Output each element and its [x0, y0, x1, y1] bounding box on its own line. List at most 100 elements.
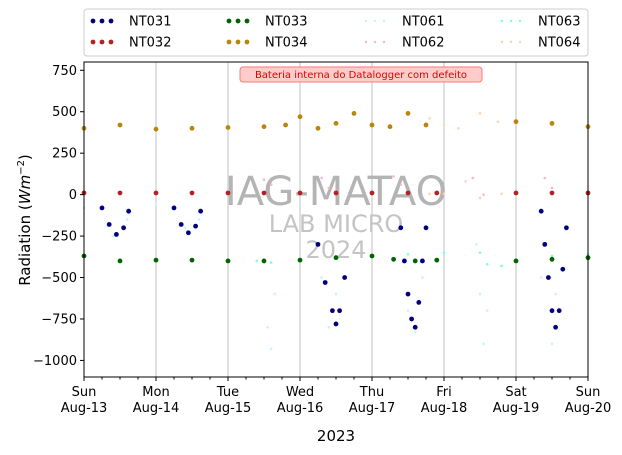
x-tick-date-6: Aug-19 [493, 401, 540, 416]
series-NT034 [81, 110, 591, 132]
point-NT031-8 [193, 223, 199, 229]
legend-marker-NT032-0 [90, 39, 96, 45]
point-NT031-7 [186, 230, 191, 236]
point-NT031-3 [121, 225, 126, 231]
point-NT061-9 [273, 292, 277, 296]
legend-label-NT032: NT032 [129, 36, 171, 51]
point-NT062-5 [399, 183, 403, 186]
legend-item-NT063: NT063 [500, 15, 580, 30]
point-NT034-3 [189, 125, 195, 131]
legend-marker-NT064-2 [518, 40, 522, 44]
annotation-box [239, 66, 483, 83]
point-NT064-12 [500, 192, 503, 196]
point-NT031-18 [405, 291, 411, 297]
point-NT061-3 [154, 203, 158, 206]
point-NT033-3 [189, 257, 195, 263]
point-NT063-1 [269, 261, 273, 264]
series-layer [81, 110, 591, 351]
y-axis-title: Radiation (Wm−2) [16, 154, 34, 286]
point-NT034-16 [549, 120, 555, 126]
point-NT063-7 [478, 251, 482, 254]
y-tick-label-0: 750 [52, 64, 77, 79]
point-NT033-7 [333, 255, 339, 261]
x-tick-date-1: Aug-14 [133, 401, 180, 416]
point-NT031-6 [178, 222, 184, 227]
legend-marker-NT062-2 [382, 40, 386, 44]
x-tick-day-7: Sun [576, 385, 601, 400]
y-axis-title-unit-open: ( [16, 204, 34, 210]
legend-marker-NT061-1 [373, 19, 377, 23]
point-NT061-12 [334, 292, 338, 296]
point-NT034-7 [297, 114, 303, 120]
point-NT062-8 [543, 176, 547, 180]
point-NT031-28 [553, 324, 558, 330]
point-NT031-12 [330, 308, 335, 314]
point-NT064-1 [442, 123, 446, 127]
point-NT032-12 [549, 190, 555, 196]
x-tick-day-6: Sat [505, 385, 526, 400]
point-NT034-6 [283, 122, 288, 128]
point-NT032-4 [225, 190, 231, 196]
legend-marker-NT031-1 [99, 18, 105, 24]
point-NT064-9 [442, 192, 446, 196]
point-NT061-18 [482, 342, 485, 346]
legend-label-NT033: NT033 [265, 15, 307, 30]
point-NT033-8 [369, 253, 375, 259]
series-NT062 [262, 175, 554, 196]
point-NT032-1 [117, 190, 123, 196]
point-NT034-1 [117, 122, 123, 128]
point-NT031-16 [398, 225, 404, 231]
point-NT032-8 [369, 190, 375, 196]
point-NT032-10 [434, 190, 440, 196]
point-NT033-2 [153, 257, 159, 263]
point-NT061-16 [475, 243, 478, 246]
legend-marker-NT033-1 [235, 18, 241, 24]
point-NT062-6 [471, 176, 475, 180]
point-NT061-1 [111, 234, 115, 238]
point-NT033-5 [261, 258, 267, 264]
point-NT033-10 [412, 258, 418, 264]
point-NT031-13 [333, 321, 339, 327]
legend-marker-NT063-1 [509, 19, 513, 23]
point-NT063-8 [485, 262, 489, 266]
point-NT031-1 [106, 222, 112, 227]
x-tick-date-4: Aug-17 [349, 401, 396, 416]
y-tick-label-4: −250 [41, 230, 77, 245]
legend-label-NT034: NT034 [265, 36, 307, 51]
point-NT034-8 [315, 125, 321, 131]
point-NT033-1 [117, 258, 123, 264]
y-tick-label-3: 0 [69, 188, 77, 203]
point-NT032-2 [153, 190, 159, 196]
point-NT031-11 [322, 280, 328, 285]
legend-marker-NT032-1 [99, 39, 105, 45]
point-NT034-15 [513, 119, 519, 125]
point-NT061-17 [478, 292, 482, 296]
x-tick-day-3: Wed [286, 385, 314, 400]
legend-marker-NT032-2 [108, 39, 114, 45]
legend-label-NT062: NT062 [402, 36, 444, 51]
grid [155, 62, 517, 377]
point-NT064-11 [478, 196, 482, 200]
point-NT031-24 [538, 208, 544, 214]
legend-item-NT031: NT031 [90, 15, 171, 30]
point-NT034-4 [225, 125, 231, 130]
legend-marker-NT063-0 [500, 19, 504, 23]
point-NT034-5 [261, 124, 267, 130]
point-NT031-22 [420, 258, 425, 264]
legend-item-NT061: NT061 [364, 15, 444, 30]
legend-marker-NT033-0 [226, 18, 232, 24]
point-NT061-8 [269, 347, 273, 351]
x-tick-day-5: Fri [436, 385, 452, 400]
point-NT031-20 [412, 324, 418, 330]
point-NT063-9 [500, 264, 503, 268]
point-NT031-19 [409, 316, 414, 322]
point-NT062-1 [269, 183, 273, 186]
point-NT061-15 [421, 276, 424, 279]
point-NT032-9 [405, 190, 411, 196]
watermark-lab: LAB MICRO [269, 210, 404, 238]
legend-marker-NT062-0 [364, 40, 368, 44]
legend-frame [83, 8, 589, 57]
series-NT033 [81, 253, 591, 264]
point-NT061-4 [183, 226, 187, 230]
